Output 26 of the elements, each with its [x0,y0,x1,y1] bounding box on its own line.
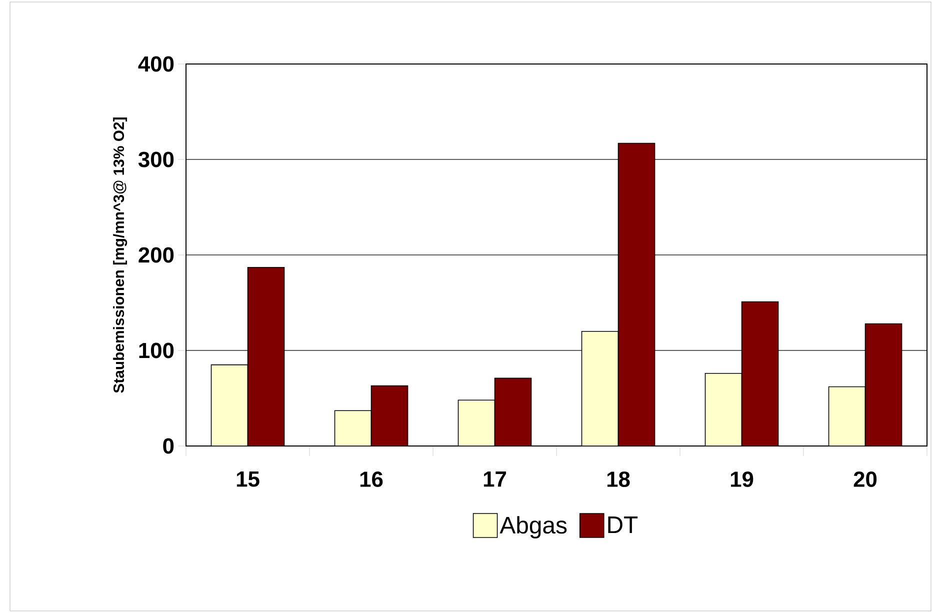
bar [334,410,372,446]
x-tick-label: 16 [360,471,383,488]
bar [210,364,248,446]
legend-label: Abgas [500,516,567,538]
bar [581,330,619,446]
y-tick-label: 200 [138,247,174,263]
bar [370,385,408,446]
bar [741,301,779,446]
bar [247,267,285,446]
bar [828,386,866,446]
x-tick-label: 15 [236,472,260,487]
x-tick-label: 20 [854,471,877,488]
bar [704,373,742,446]
x-tick-label: 18 [607,471,630,488]
x-tick-label: 19 [730,471,754,488]
x-tick-label: 17 [484,472,506,487]
bar [458,400,496,446]
bar [494,378,532,446]
y-tick-label: 100 [139,342,174,358]
y-tick-label: 0 [163,438,174,454]
y-axis-title: Staubemissionen [mg/mn^3@ 13% O2] [113,118,128,393]
bar [618,142,656,446]
bar [864,323,902,446]
y-tick-label: 400 [138,56,174,72]
legend-label: DT [608,516,638,533]
y-tick-label: 300 [138,152,174,168]
